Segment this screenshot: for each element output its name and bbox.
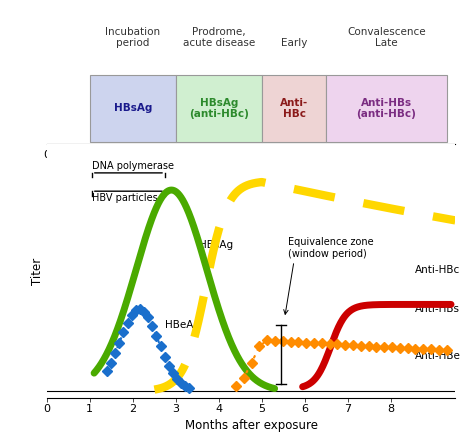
FancyBboxPatch shape [176,75,262,142]
Text: HBV particles: HBV particles [92,194,158,203]
Text: DNA polymerase: DNA polymerase [92,161,174,171]
FancyBboxPatch shape [262,75,326,142]
Text: Anti-HBs
(anti-HBc): Anti-HBs (anti-HBc) [357,98,417,119]
Text: Anti-HBc: Anti-HBc [415,265,460,275]
FancyBboxPatch shape [90,75,176,142]
Text: Prodrome,
acute disease: Prodrome, acute disease [183,27,255,48]
Text: Anti-HBs: Anti-HBs [415,304,460,314]
Text: Equivalence zone
(window period): Equivalence zone (window period) [289,237,374,259]
Text: Convalescence
Late: Convalescence Late [347,27,426,48]
Text: HBsAg
(anti-HBc): HBsAg (anti-HBc) [189,98,249,119]
Text: Incubation
period: Incubation period [105,27,160,48]
Text: Anti-
HBc: Anti- HBc [280,98,308,119]
Text: HBeAg: HBeAg [165,320,200,330]
Text: HBsAg: HBsAg [113,103,152,114]
Text: Early: Early [281,38,307,48]
Text: HBsAg: HBsAg [199,239,234,249]
FancyBboxPatch shape [326,75,447,142]
Y-axis label: Titer: Titer [31,258,44,285]
Text: Anti-HBe: Anti-HBe [415,351,460,361]
X-axis label: Months after exposure: Months after exposure [184,419,318,433]
